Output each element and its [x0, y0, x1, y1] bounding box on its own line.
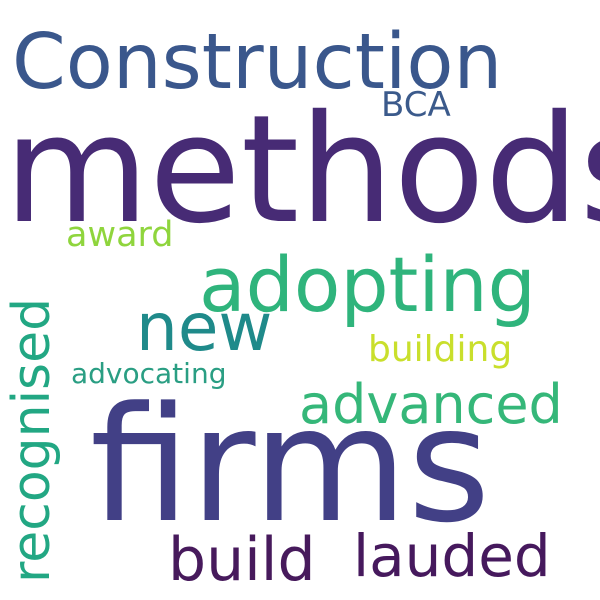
word-firms: firms [90, 373, 491, 558]
word-building: building [368, 329, 513, 370]
word-build: build [168, 525, 316, 595]
word-construction: Construction [12, 18, 503, 107]
word-advocating: advocating [71, 357, 227, 390]
word-methods: methods [4, 84, 600, 257]
word-award: award [66, 215, 174, 255]
word-new: new [136, 289, 273, 366]
word-advanced: advanced [299, 373, 563, 436]
word-adopting: adopting [199, 240, 536, 329]
word-recognised: recognised [2, 297, 62, 583]
word-bca: BCA [381, 85, 451, 125]
word-lauded: lauded [353, 522, 551, 590]
